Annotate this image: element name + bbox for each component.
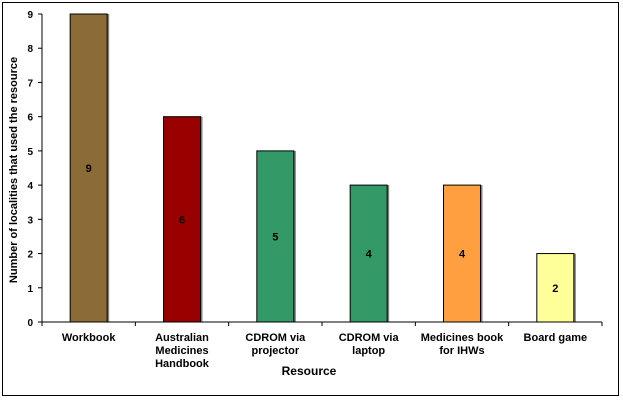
category-label: Handbook [155,358,210,370]
category-label: Medicines [155,345,208,357]
y-tick-label: 0 [27,318,33,329]
category-label: Board game [524,332,588,344]
category-label: laptop [352,345,385,357]
bar-value-label: 9 [86,163,92,175]
y-tick-label: 1 [27,284,33,295]
bar-value-label: 4 [366,249,373,261]
bar [256,150,295,323]
category-label: Australian [155,332,209,344]
category-label: for IHWs [439,345,484,357]
y-tick-label: 6 [27,113,33,124]
y-tick-label: 5 [27,147,33,158]
bar [536,253,575,323]
category-label: Workbook [62,332,116,344]
bar-value-label: 6 [179,214,185,226]
y-tick-label: 2 [27,250,33,261]
y-tick-label: 9 [27,10,33,21]
bar [69,13,108,323]
y-tick-label: 7 [27,78,33,89]
y-tick-label: 3 [27,215,33,226]
bar-value-label: 2 [552,283,558,295]
y-axis-label: Number of localities that used the resou… [8,57,20,283]
bar-value-label: 5 [272,231,278,243]
x-axis-label: Resource [282,364,337,378]
category-label: CDROM via [339,332,400,344]
bar [443,184,481,323]
y-tick-label: 4 [27,181,33,192]
y-tick-label: 8 [27,44,33,55]
category-label: CDROM via [245,332,306,344]
category-label: Medicines book [421,332,504,344]
bar-value-label: 4 [459,249,466,261]
category-label: projector [251,345,299,357]
bar [349,184,388,323]
